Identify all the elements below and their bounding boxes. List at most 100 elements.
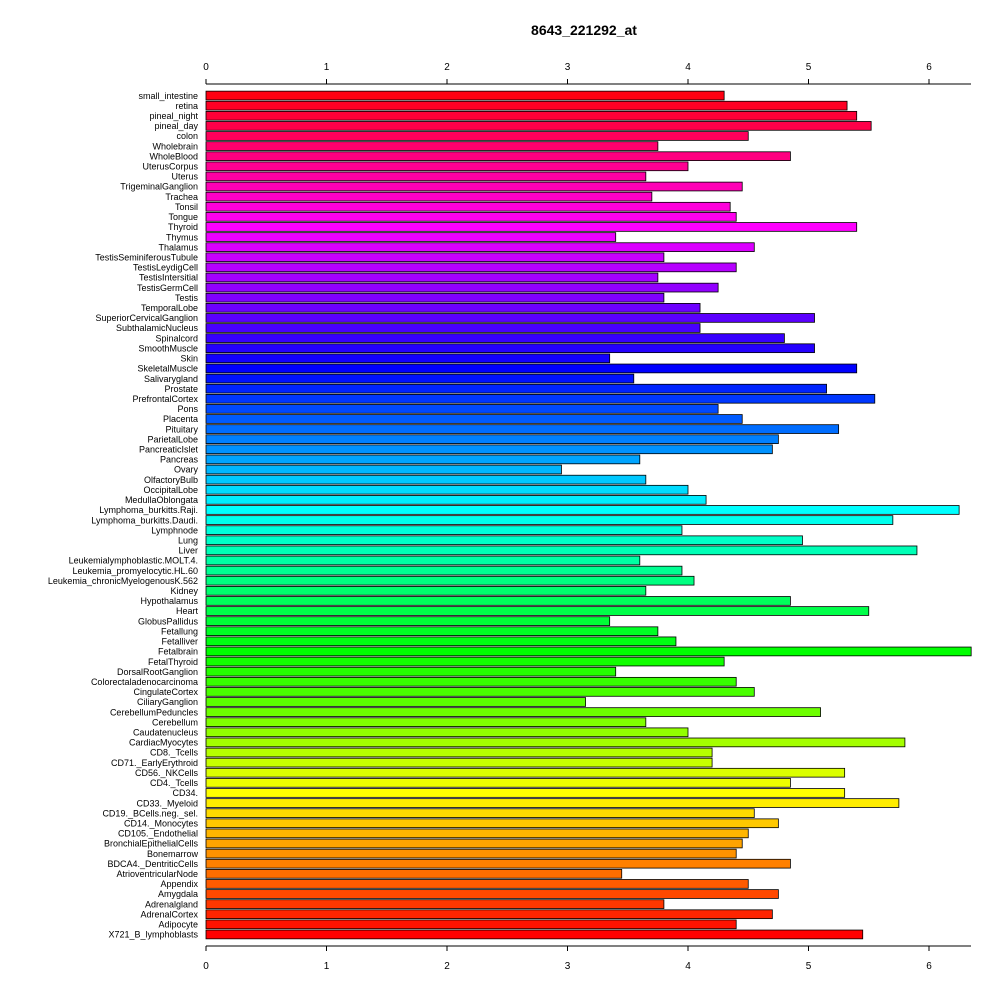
bar	[205, 303, 701, 313]
category-label: CiliaryGanglion	[137, 697, 198, 707]
bar	[205, 272, 659, 283]
bar	[205, 586, 647, 596]
category-label: Kidney	[170, 586, 198, 596]
category-label: Spinalcord	[155, 333, 198, 343]
bar	[205, 687, 755, 697]
category-label: CingulateCortex	[133, 687, 198, 697]
bar	[205, 828, 749, 839]
top-tick-label: 4	[685, 62, 691, 73]
bar	[205, 232, 617, 242]
category-label: FetalThyroid	[148, 657, 198, 667]
category-label: SmoothMuscle	[138, 343, 198, 353]
category-label: CD105._Endothelial	[118, 829, 198, 839]
category-label: Pituitary	[165, 424, 198, 434]
category-label: Fetallung	[161, 626, 198, 636]
bar	[205, 697, 586, 707]
bar	[205, 131, 749, 141]
category-label: Pancreas	[160, 455, 199, 465]
bottom-tick-label: 0	[203, 961, 209, 972]
bar	[205, 171, 647, 182]
category-label: Thyroid	[168, 222, 198, 232]
category-label: CD4._Tcells	[150, 778, 199, 788]
bar	[205, 747, 713, 758]
bar	[205, 879, 749, 889]
category-label: Heart	[176, 606, 199, 616]
bar	[205, 222, 858, 232]
bar	[205, 313, 815, 323]
bar	[205, 767, 846, 778]
bar	[205, 323, 701, 333]
bar	[205, 838, 743, 849]
category-label: Salivarygland	[144, 374, 198, 384]
category-label: UterusCorpus	[142, 162, 198, 172]
category-label: Fetalliver	[161, 637, 198, 647]
bar	[205, 464, 562, 475]
bar	[205, 858, 791, 869]
category-label: Pons	[177, 404, 198, 414]
category-label: Skin	[180, 354, 198, 364]
bar	[205, 252, 665, 263]
bar	[205, 414, 743, 424]
category-labels: small_intestineretinapineal_nightpineal_…	[48, 91, 199, 940]
bar	[205, 151, 791, 161]
category-label: Lymphnode	[151, 525, 198, 535]
bar	[205, 181, 743, 192]
bar	[205, 333, 785, 343]
category-label: Prostate	[164, 384, 198, 394]
top-tick-label: 0	[203, 62, 209, 73]
bar	[205, 404, 719, 414]
bar	[205, 889, 779, 899]
category-label: TemporalLobe	[141, 303, 198, 313]
bar	[205, 383, 827, 394]
category-label: SubthalamicNucleus	[116, 323, 199, 333]
bar	[205, 818, 779, 829]
bar	[205, 535, 803, 546]
category-label: AtrioventricularNode	[116, 869, 198, 879]
bottom-tick-label: 6	[926, 961, 932, 972]
bar	[205, 575, 695, 586]
category-label: X721_B_lymphoblasts	[108, 930, 198, 940]
bottom-tick-label: 1	[324, 961, 330, 972]
category-label: DorsalRootGanglion	[117, 667, 198, 677]
category-label: Ovary	[174, 465, 199, 475]
category-label: Colorectaladenocarcinoma	[91, 677, 198, 687]
bar	[205, 434, 779, 444]
category-label: Trachea	[165, 192, 198, 202]
category-label: CD34.	[172, 788, 198, 798]
bar	[205, 495, 707, 505]
category-label: Lung	[178, 535, 198, 545]
category-label: Leukemia_chronicMyelogenousK.562	[48, 576, 198, 586]
top-tick-label: 1	[324, 62, 330, 73]
category-label: Wholebrain	[152, 141, 198, 151]
category-label: Amygdala	[158, 889, 198, 899]
top-tick-label: 2	[444, 62, 450, 73]
bar	[205, 353, 611, 364]
category-label: CD33._Myeloid	[136, 798, 198, 808]
bar	[205, 616, 611, 626]
category-label: TestisLeydigCell	[133, 263, 198, 273]
bar	[205, 262, 737, 273]
bar	[205, 242, 755, 252]
category-label: Uterus	[171, 172, 198, 182]
bar	[205, 727, 689, 738]
category-label: CerebellumPeduncles	[110, 707, 199, 717]
bar	[205, 282, 719, 293]
category-label: pineal_day	[154, 121, 198, 131]
bar	[205, 100, 848, 111]
bar	[205, 454, 641, 465]
category-label: TestisGermCell	[137, 283, 198, 293]
bar	[205, 191, 653, 202]
category-label: Testis	[175, 293, 199, 303]
bar	[205, 474, 647, 485]
category-label: BDCA4._DentriticCells	[107, 859, 198, 869]
bar	[205, 808, 755, 818]
category-label: CardiacMyocytes	[129, 738, 199, 748]
bar	[205, 919, 737, 930]
bar	[205, 606, 870, 616]
category-label: Thymus	[166, 232, 199, 242]
category-label: CD56._NKCells	[135, 768, 199, 778]
category-label: CD19._BCells.neg._sel.	[102, 808, 198, 818]
category-label: OlfactoryBulb	[144, 475, 198, 485]
category-label: Caudatenucleus	[133, 728, 199, 738]
bottom-axis: 0 1 2 3 4 5 6	[203, 945, 971, 972]
